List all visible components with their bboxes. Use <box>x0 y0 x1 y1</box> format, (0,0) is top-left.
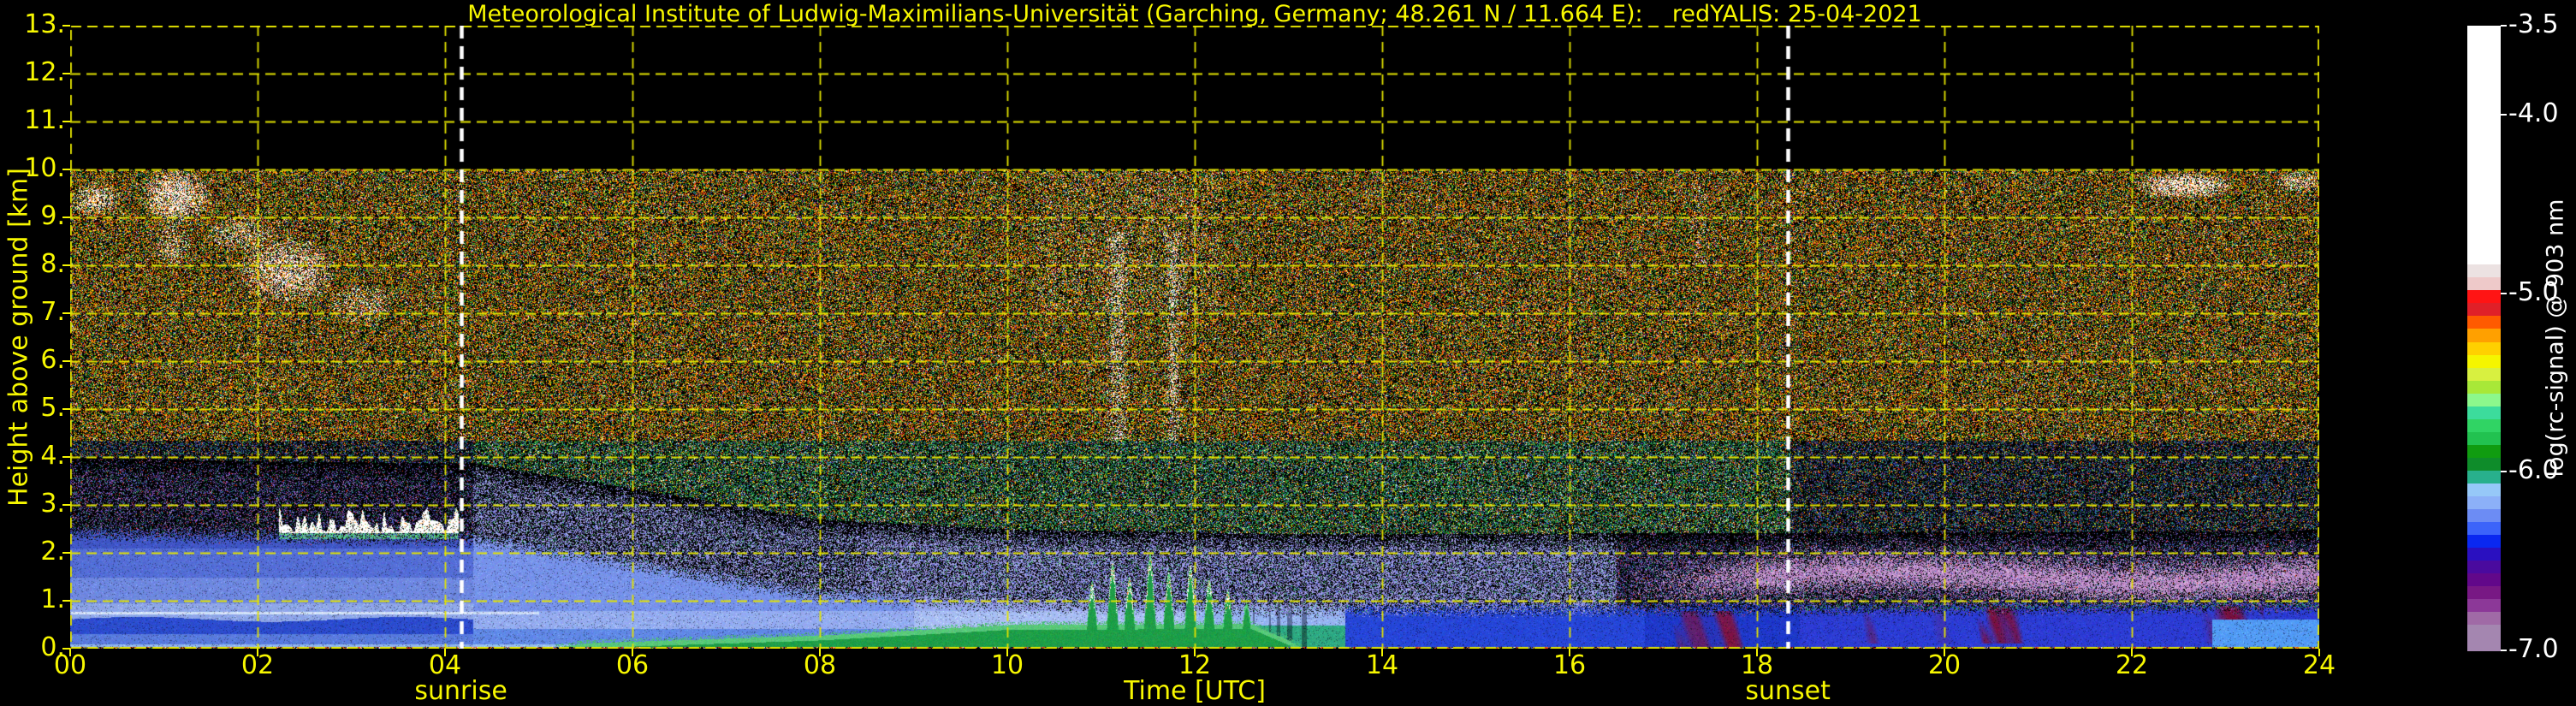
colorbar-segment <box>2467 484 2501 497</box>
x-tick-mark <box>1569 649 1570 656</box>
colorbar-segment <box>2467 496 2501 510</box>
y-tick-mark <box>62 217 70 218</box>
colorbar-label: log(rc-signal) @ 903 nm <box>2542 199 2569 478</box>
x-tick-mark <box>1756 649 1758 656</box>
colorbar-segment <box>2467 419 2501 433</box>
y-tick-label: 3. <box>40 489 65 519</box>
colorbar-segment <box>2467 445 2501 459</box>
colorbar-segment <box>2467 394 2501 407</box>
colorbar-tick-label: -7.0 <box>2508 634 2559 664</box>
y-tick-label: 2. <box>40 537 65 567</box>
colorbar-segment <box>2467 612 2501 626</box>
figure-title: Meteorological Institute of Ludwig-Maxim… <box>467 1 1922 27</box>
y-tick-label: 4. <box>40 441 65 471</box>
colorbar-segment <box>2467 599 2501 613</box>
x-tick-mark <box>69 649 71 656</box>
y-tick-label: 9. <box>40 201 65 231</box>
colorbar-segment <box>2467 573 2501 587</box>
colorbar-tick-label: -4.0 <box>2508 98 2559 129</box>
colorbar-segment <box>2467 381 2501 395</box>
colorbar-tick-mark <box>2501 25 2507 27</box>
y-tick-label: 6. <box>40 345 65 375</box>
colorbar-segment <box>2467 586 2501 600</box>
colorbar-tick-mark <box>2501 292 2507 294</box>
sunset-label: sunset <box>1745 676 1831 706</box>
y-tick-mark <box>62 504 70 506</box>
x-tick-mark <box>1194 649 1196 656</box>
y-tick-label: 11. <box>24 105 65 135</box>
y-tick-mark <box>62 73 70 74</box>
heatmap-canvas <box>70 26 2319 649</box>
colorbar-segment <box>2467 303 2501 317</box>
y-tick-mark <box>62 360 70 362</box>
x-tick-mark <box>1944 649 1945 656</box>
y-tick-label: 5. <box>40 393 65 423</box>
y-tick-label: 10. <box>24 153 65 183</box>
y-tick-mark <box>62 648 70 650</box>
x-axis-label: Time [UTC] <box>1124 676 1266 706</box>
y-tick-label: 12. <box>24 57 65 87</box>
colorbar-segment <box>2467 26 2501 265</box>
colorbar-segment <box>2467 342 2501 356</box>
colorbar-segment <box>2467 432 2501 446</box>
x-tick-mark <box>1381 649 1383 656</box>
colorbar-segment <box>2467 535 2501 549</box>
colorbar-tick-label: -5.0 <box>2508 276 2559 307</box>
y-tick-mark <box>62 25 70 27</box>
colorbar-tick-mark <box>2501 471 2507 473</box>
colorbar <box>2467 26 2501 651</box>
y-tick-mark <box>62 600 70 602</box>
colorbar-tick-label: -6.0 <box>2508 455 2559 486</box>
y-tick-label: 0. <box>40 632 65 662</box>
x-tick-mark <box>1006 649 1008 656</box>
y-tick-label: 7. <box>40 297 65 327</box>
colorbar-segment <box>2467 522 2501 536</box>
colorbar-segment <box>2467 509 2501 523</box>
x-tick-mark <box>2318 649 2320 656</box>
y-tick-mark <box>62 264 70 266</box>
sunrise-label: sunrise <box>414 676 507 706</box>
y-tick-mark <box>62 312 70 314</box>
x-tick-mark <box>2131 649 2133 656</box>
colorbar-tick-label: -3.5 <box>2508 9 2559 39</box>
colorbar-segment <box>2467 548 2501 561</box>
x-tick-mark <box>819 649 821 656</box>
colorbar-segment <box>2467 264 2501 278</box>
colorbar-segment <box>2467 471 2501 484</box>
colorbar-segment <box>2467 406 2501 420</box>
colorbar-segment <box>2467 290 2501 304</box>
colorbar-segment <box>2467 368 2501 382</box>
y-tick-label: 8. <box>40 249 65 279</box>
colorbar-segment <box>2467 561 2501 574</box>
x-tick-mark <box>257 649 258 656</box>
colorbar-segment <box>2467 277 2501 291</box>
colorbar-tick-mark <box>2501 650 2507 651</box>
y-tick-mark <box>62 408 70 410</box>
x-tick-mark <box>444 649 446 656</box>
x-tick-mark <box>632 649 633 656</box>
colorbar-segment <box>2467 458 2501 472</box>
colorbar-segment <box>2467 355 2501 369</box>
y-tick-mark <box>62 456 70 458</box>
colorbar-segment <box>2467 316 2501 329</box>
y-tick-label: 1. <box>40 584 65 614</box>
colorbar-tick-mark <box>2501 114 2507 116</box>
y-tick-mark <box>62 169 70 170</box>
y-tick-mark <box>62 121 70 122</box>
colorbar-segment <box>2467 625 2501 651</box>
colorbar-segment <box>2467 329 2501 343</box>
y-tick-mark <box>62 552 70 554</box>
y-tick-label: 13. <box>24 9 65 39</box>
